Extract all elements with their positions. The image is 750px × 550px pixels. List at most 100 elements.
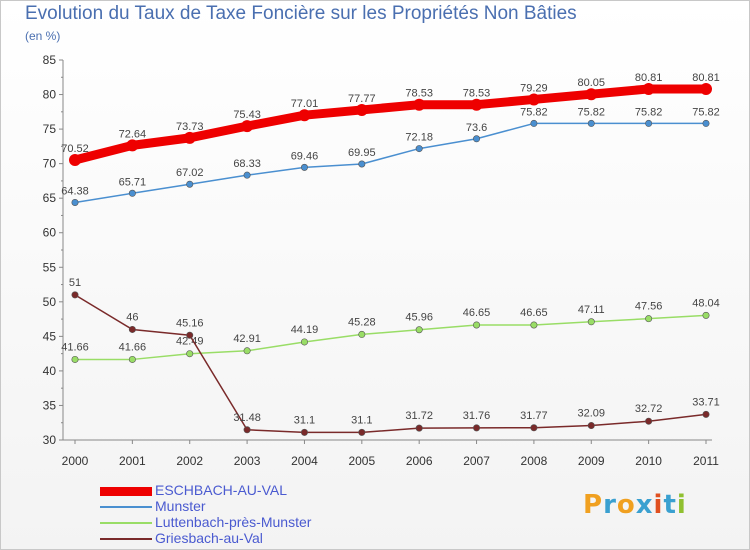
data-label-munster: 69.46 <box>291 150 319 162</box>
logo-letter: t <box>663 490 677 520</box>
data-label-eschbach: 80.05 <box>578 77 606 89</box>
legend-label: ESCHBACH-AU-VAL <box>155 482 287 498</box>
legend-swatch <box>100 486 152 496</box>
data-point-griesbach <box>473 424 481 432</box>
data-point-munster <box>71 198 79 206</box>
logo-letter: i <box>676 490 687 520</box>
data-point-griesbach <box>415 424 423 432</box>
data-point-munster <box>128 189 136 197</box>
data-label-griesbach: 31.77 <box>520 410 548 422</box>
legend-swatch <box>100 522 152 524</box>
data-label-eschbach: 80.81 <box>692 72 720 84</box>
y-tick-label: 35 <box>43 398 57 412</box>
data-label-munster: 72.18 <box>405 132 433 144</box>
logo-letter: i <box>653 490 664 520</box>
data-point-munster <box>530 119 538 127</box>
data-point-eschbach <box>126 139 139 152</box>
x-tick-label: 2006 <box>406 454 433 468</box>
data-label-griesbach: 31.72 <box>405 410 433 422</box>
data-point-eschbach <box>183 131 196 144</box>
data-point-griesbach <box>186 331 194 339</box>
data-label-luttenbach: 48.04 <box>692 297 720 309</box>
data-point-eschbach <box>298 109 311 122</box>
y-tick-label: 30 <box>43 433 57 447</box>
data-label-eschbach: 75.43 <box>233 109 261 121</box>
data-point-luttenbach <box>128 355 136 363</box>
data-point-munster <box>300 163 308 171</box>
data-point-eschbach <box>355 103 368 116</box>
data-label-eschbach: 80.81 <box>635 72 663 84</box>
data-label-luttenbach: 41.66 <box>61 341 89 353</box>
y-tick-label: 60 <box>43 226 57 240</box>
data-point-griesbach <box>243 426 251 434</box>
data-label-munster: 65.71 <box>119 176 147 188</box>
data-label-eschbach: 78.53 <box>463 88 491 100</box>
legend-swatch <box>100 538 152 540</box>
y-tick-label: 55 <box>43 260 57 274</box>
data-point-luttenbach <box>702 311 710 319</box>
data-label-munster: 67.02 <box>176 167 204 179</box>
data-label-griesbach: 51 <box>69 277 81 289</box>
line-chart: 30 35 40 45 50 55 60 65 70 75 80 85 2000 2001 2002 2003… <box>43 53 720 468</box>
data-point-munster <box>702 119 710 127</box>
x-tick-label: 2011 <box>693 454 719 468</box>
data-label-eschbach: 77.77 <box>348 93 376 105</box>
logo-letter: x <box>635 490 654 520</box>
data-point-eschbach <box>413 98 426 111</box>
chart-title: Evolution du Taux de Taxe Foncière sur l… <box>25 3 577 24</box>
data-point-eschbach <box>527 93 540 106</box>
series-line-munster <box>74 122 707 204</box>
data-label-eschbach: 72.64 <box>119 128 147 140</box>
y-tick-label: 40 <box>43 364 57 378</box>
data-point-munster <box>645 119 653 127</box>
data-label-griesbach: 31.1 <box>351 414 372 426</box>
data-point-munster <box>587 119 595 127</box>
series-line-eschbach <box>70 84 711 165</box>
data-label-eschbach: 70.52 <box>61 143 89 155</box>
data-point-griesbach <box>530 424 538 432</box>
data-point-eschbach <box>69 154 81 167</box>
legend-swatch <box>100 506 152 508</box>
data-point-griesbach <box>702 410 710 418</box>
data-point-eschbach <box>642 82 655 95</box>
data-label-eschbach: 73.73 <box>176 121 204 133</box>
data-point-griesbach <box>645 417 653 425</box>
data-label-luttenbach: 46.65 <box>520 307 548 319</box>
data-label-griesbach: 32.09 <box>578 408 606 420</box>
y-tick-label: 70 <box>43 157 57 171</box>
x-tick-label: 2009 <box>578 454 605 468</box>
data-label-griesbach: 45.16 <box>176 317 204 329</box>
data-label-munster: 68.33 <box>233 158 261 170</box>
x-tick-label: 2002 <box>176 454 203 468</box>
x-tick-label: 2010 <box>635 454 662 468</box>
data-label-griesbach: 31.1 <box>294 414 315 426</box>
logo-letter: r <box>603 490 617 520</box>
proxiti-logo: Proxiti <box>583 490 687 520</box>
data-label-munster: 75.82 <box>635 106 663 118</box>
data-label-munster: 69.95 <box>348 147 376 159</box>
legend-label: Munster <box>155 498 206 514</box>
series-line-griesbach <box>74 294 707 434</box>
data-point-griesbach <box>71 291 79 299</box>
legend-label: Luttenbach-près-Munster <box>155 514 312 530</box>
legend-label: Griesbach-au-Val <box>155 530 263 546</box>
data-point-eschbach <box>700 82 712 95</box>
data-point-griesbach <box>128 325 136 333</box>
y-tick-label: 50 <box>43 295 57 309</box>
x-tick-label: 2004 <box>291 454 318 468</box>
data-label-munster: 64.38 <box>61 185 89 197</box>
x-tick-label: 2007 <box>463 454 490 468</box>
data-point-luttenbach <box>645 315 653 323</box>
data-point-munster <box>358 160 366 168</box>
data-point-eschbach <box>470 98 483 111</box>
data-point-luttenbach <box>587 318 595 326</box>
x-tick-label: 2005 <box>348 454 375 468</box>
x-tick-label: 2008 <box>521 454 548 468</box>
x-tick-label: 2001 <box>119 454 146 468</box>
data-point-luttenbach <box>71 355 79 363</box>
data-label-luttenbach: 46.65 <box>463 307 491 319</box>
data-point-eschbach <box>241 120 254 133</box>
y-tick-label: 75 <box>43 122 57 136</box>
data-point-eschbach <box>585 88 598 101</box>
data-label-griesbach: 31.48 <box>233 412 261 424</box>
